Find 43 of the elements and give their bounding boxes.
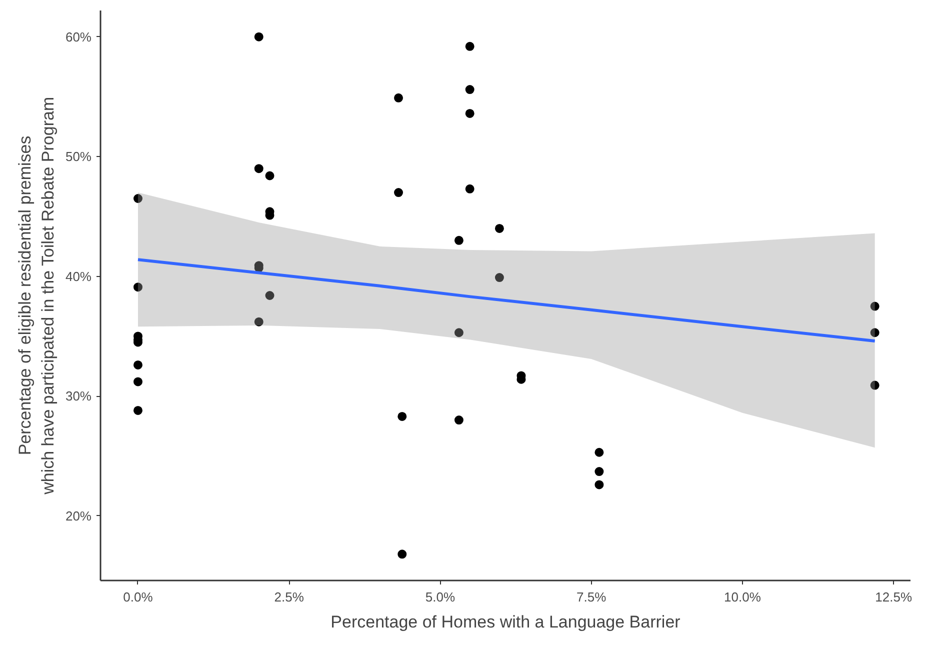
point [465, 184, 474, 194]
x-tick-label: 7.5% [576, 590, 607, 604]
point [254, 317, 264, 326]
y-tick-label: 50% [65, 149, 92, 164]
point [133, 377, 142, 386]
x-tick-label: 0.0% [123, 590, 154, 604]
y-tick-label: 40% [65, 268, 92, 284]
point [465, 85, 474, 94]
x-tick-label: 5.0% [425, 590, 456, 604]
point [133, 282, 142, 292]
point [394, 93, 404, 102]
point [454, 416, 464, 425]
point [133, 360, 142, 370]
point [870, 302, 880, 311]
point [594, 448, 604, 457]
point [133, 194, 142, 203]
point [494, 273, 504, 282]
point [265, 171, 274, 180]
point [494, 224, 504, 233]
point [465, 42, 474, 51]
x-tick-label: 2.5% [274, 590, 304, 604]
x-axis-title: Percentage of Homes with a Language Barrier [330, 612, 681, 632]
point [394, 188, 404, 198]
point [398, 412, 407, 421]
point [133, 406, 142, 415]
y-tick-label: 30% [65, 388, 92, 404]
point [454, 236, 464, 245]
point [594, 467, 604, 476]
line-series [136, 258, 876, 343]
y-tick-label: 60% [65, 29, 92, 44]
x-tick-label: 12.5% [875, 590, 912, 604]
point [254, 164, 264, 174]
point [594, 480, 604, 490]
point [265, 291, 274, 300]
y-axis-title: Percentage of eligible residential premises which have participated in the Toilet Rebate Program [16, 96, 58, 496]
y-tick-label: 20% [65, 508, 92, 524]
point [465, 108, 474, 118]
point [870, 328, 880, 338]
point [398, 550, 407, 559]
x-tick-label: 10.0% [724, 590, 762, 604]
point [454, 328, 464, 338]
point [870, 380, 880, 390]
point [254, 32, 264, 42]
